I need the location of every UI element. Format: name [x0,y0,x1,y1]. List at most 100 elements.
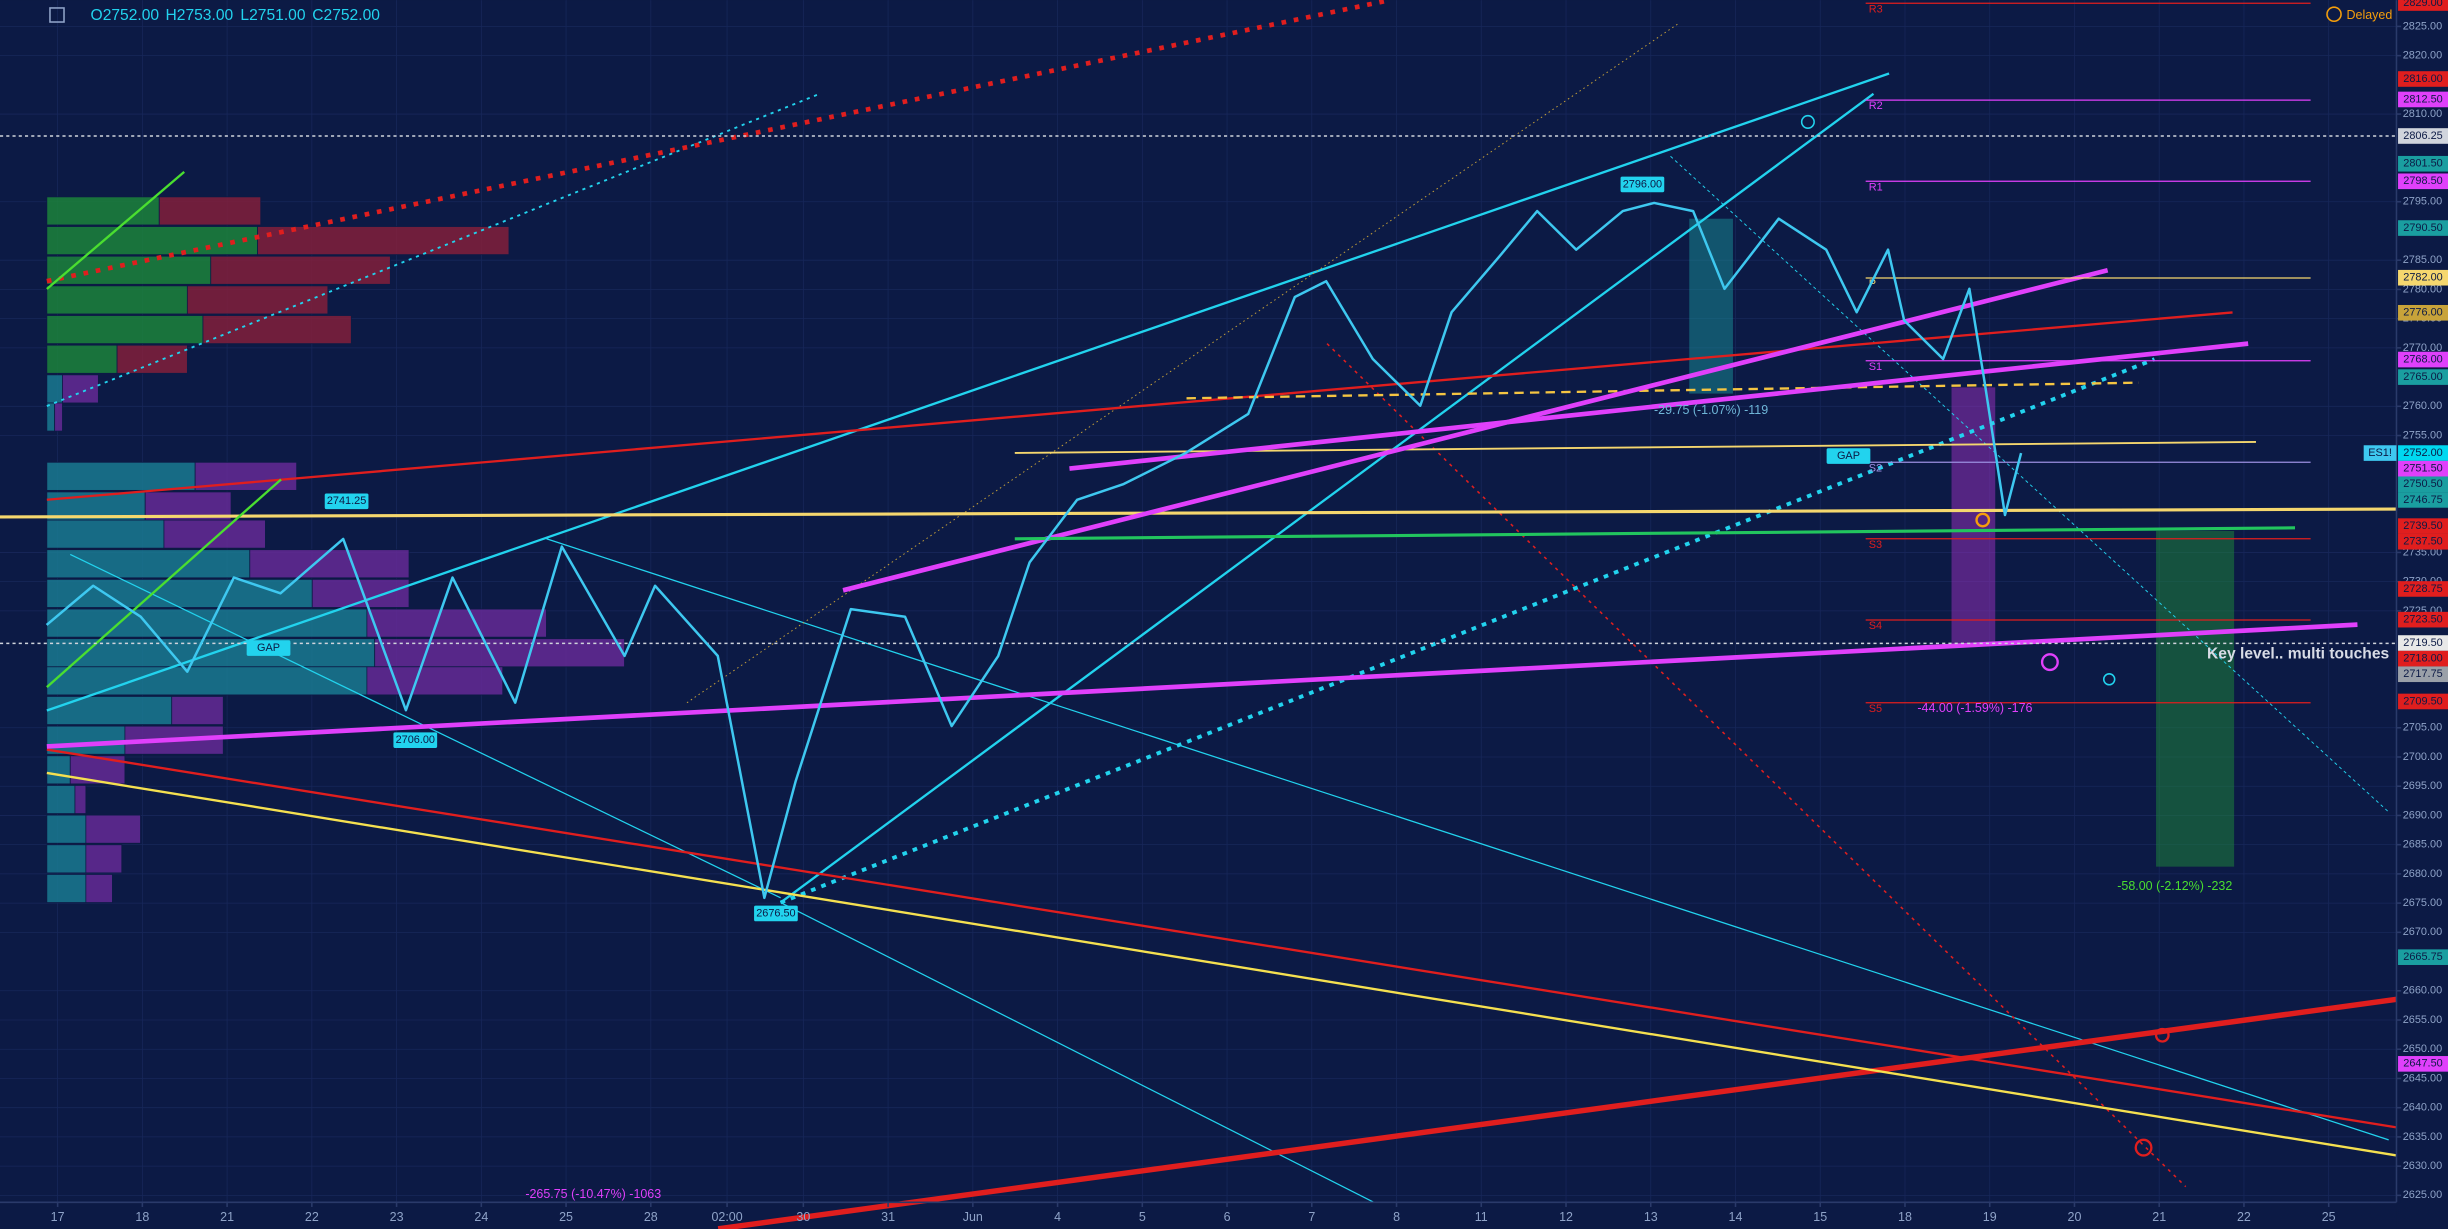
price-label-box [2398,155,2448,172]
y-tick-label: 2635.00 [2403,1131,2442,1143]
price-label: 2752.00 [2403,447,2442,459]
price-label-box [2398,518,2448,534]
x-tick-label: 25 [559,1210,573,1224]
profile-bar [46,519,165,549]
price-label-box [2398,445,2448,461]
y-tick-label: 2640.00 [2403,1102,2442,1114]
status-icon [2326,6,2342,23]
x-tick-label: 22 [305,1210,319,1224]
annotation: GAP [257,642,280,654]
price-label-box [2398,460,2448,477]
annotation: GAP [1837,450,1860,462]
y-tick-label: 2795.00 [2403,196,2442,208]
y-tick-label: 2630.00 [2403,1160,2442,1172]
y-tick-label: 2695.00 [2403,780,2442,792]
y-tick-label: 2685.00 [2403,839,2442,851]
profile-bar [46,315,204,345]
profile-bar [46,814,87,844]
pivot-levels: R3 R2 R1 P S1 S2 S3 S4 S5 [1865,2,2311,715]
profile-bar [366,608,547,638]
pivot-label: S4 [1869,620,1882,632]
profile-bar [210,255,391,285]
profile-bar [46,578,313,608]
x-tick-label: 7 [1308,1210,1315,1224]
profile-bar [46,255,212,285]
range-box [2156,530,2235,867]
price-label: 2751.50 [2403,463,2442,475]
x-tick-label: 8 [1393,1210,1400,1224]
x-tick-label: 28 [644,1210,658,1224]
price-label-box [2398,949,2448,965]
trend-line [46,171,185,290]
profile-bar [46,696,173,725]
x-tick-label: 11 [1475,1210,1488,1224]
annotation: -44.00 (-1.59%) -176 [1917,701,2032,715]
ohlc-low: L2751.00 [240,7,305,24]
y-tick-label: 2780.00 [2403,283,2442,295]
price-label: 2768.00 [2403,353,2442,365]
y-tick-label: 2645.00 [2403,1072,2442,1084]
price-label: 2782.00 [2403,272,2442,284]
x-tick-label: 12 [1559,1210,1573,1224]
range-box [1689,218,1733,394]
price-label-box [2398,492,2448,508]
pivot-label: R1 [1869,181,1883,193]
x-tick-label: 23 [390,1210,404,1224]
y-tick-label: 2760.00 [2403,400,2442,412]
x-tick-label: 4 [1054,1210,1061,1224]
y-tick-label: 2675.00 [2403,897,2442,909]
price-label-box [2398,351,2448,368]
y-tick-label: 2670.00 [2403,926,2442,938]
price-label: 2790.50 [2403,222,2442,234]
price-label: 2709.50 [2403,695,2442,707]
marker [1975,512,1991,528]
marker [2134,1138,2153,1157]
profile-bar [46,549,251,579]
profile-bar [74,785,87,814]
price-label-box [2398,304,2448,321]
y-tick-label: 2810.00 [2403,108,2442,120]
price-label: 2765.00 [2403,371,2442,383]
price-label-box [2398,635,2448,651]
price-label: 2806.25 [2403,130,2442,142]
price-label: 2812.50 [2403,93,2442,105]
profile-bar [46,666,368,696]
axes: 2625.00 2630.00 2635.00 2640.00 2645.00 2650.… [51,0,2448,1224]
x-tick-label: 21 [220,1210,234,1224]
price-label-box [2398,666,2448,683]
x-tick-label: 6 [1224,1210,1231,1224]
price-label-box [2398,650,2448,667]
price-label-box [2398,91,2448,108]
grid [0,0,2397,1203]
y-tick-label: 2655.00 [2403,1014,2442,1026]
y-tick-label: 2625.00 [2403,1189,2442,1201]
profile-bar [249,549,410,579]
annotation: 2706.00 [396,734,435,746]
price-label: 2717.75 [2403,668,2442,680]
profile-bar [366,666,504,696]
marker [2102,673,2116,686]
profile-bar [46,844,87,874]
trend-line [686,23,1679,704]
x-tick-label: 19 [1983,1210,1997,1224]
trend-line [46,0,1390,284]
profile-bar [46,402,56,432]
trend-line [1069,341,2249,471]
x-tick-label: 17 [51,1210,65,1224]
y-tick-label: 2700.00 [2403,751,2442,763]
y-tick-label: 2705.00 [2403,722,2442,734]
marker [2154,1027,2170,1043]
y-tick-label: 2825.00 [2403,20,2442,32]
x-tick-label: 22 [2237,1210,2251,1224]
annotation: Key level.. multi touches [2207,645,2389,662]
price-label: 2728.75 [2403,583,2442,595]
price-label-box [2398,533,2448,550]
annotation-box [754,905,798,922]
status[interactable]: Delayed [2347,8,2393,22]
menu-icon[interactable] [49,7,65,23]
price-label: 2719.50 [2403,637,2442,649]
annotation-box [324,493,369,510]
profile-bar [46,461,196,491]
trend-line [46,771,2397,1157]
price-label: 2665.75 [2403,951,2442,963]
